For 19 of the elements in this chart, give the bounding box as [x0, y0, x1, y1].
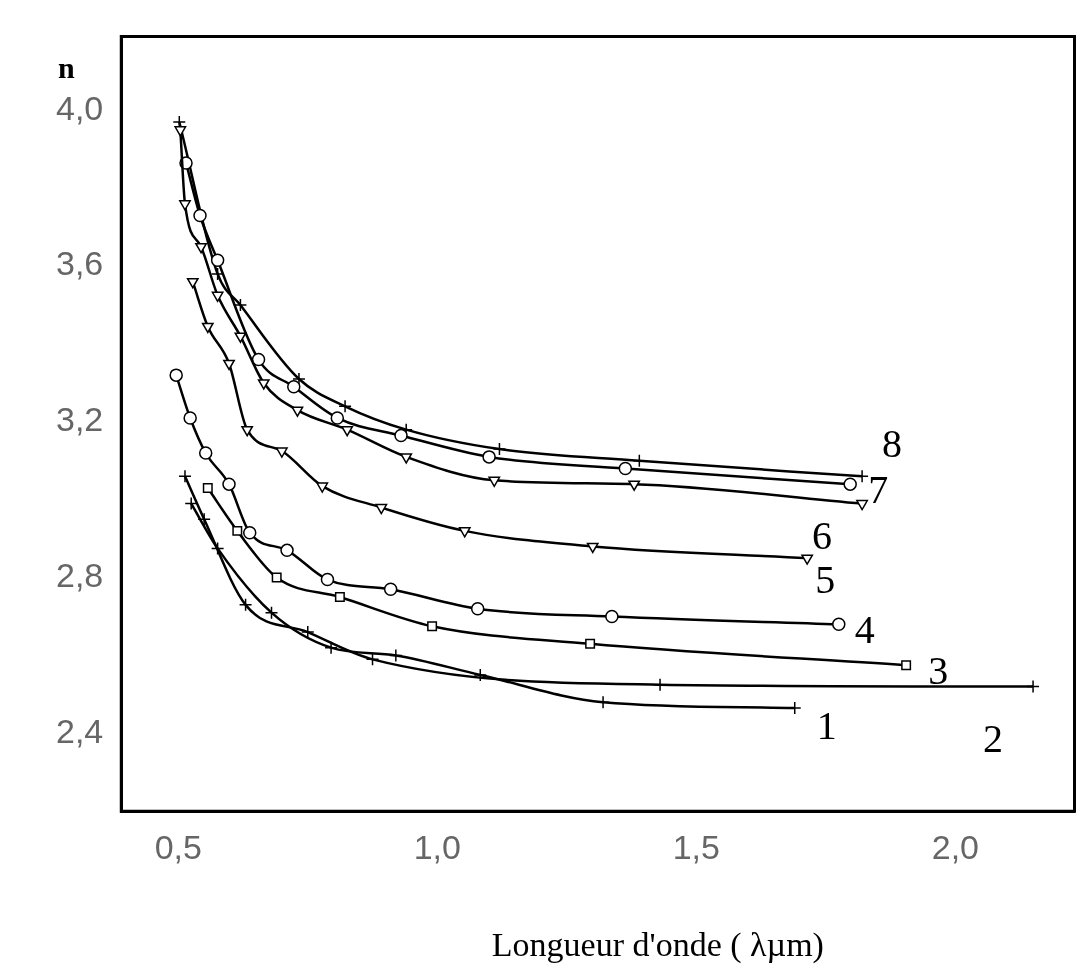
x-tick-label: 1,5: [672, 827, 720, 866]
series-label: 6: [812, 513, 833, 559]
y-tick-label: 2,4: [56, 711, 104, 750]
x-axis-title: Longueur d'onde ( λµm): [491, 926, 824, 964]
y-tick-label: 3,6: [56, 244, 104, 283]
series-label: 3: [928, 647, 949, 693]
series-label: 2: [983, 716, 1004, 762]
y-tick-label: 4,0: [56, 88, 104, 127]
y-axis-title: n: [57, 51, 75, 85]
x-tick-label: 1,0: [413, 827, 461, 866]
series-label: 8: [882, 420, 903, 466]
x-tick-label: 2,0: [931, 827, 979, 866]
series-label: 7: [868, 466, 889, 512]
y-tick-label: 3,2: [56, 400, 104, 439]
series-label: 5: [815, 556, 836, 602]
series-label: 1: [816, 702, 837, 748]
x-tick-label: 0,5: [154, 827, 202, 866]
series-label: 4: [854, 606, 875, 652]
y-tick-label: 2,8: [56, 555, 104, 594]
